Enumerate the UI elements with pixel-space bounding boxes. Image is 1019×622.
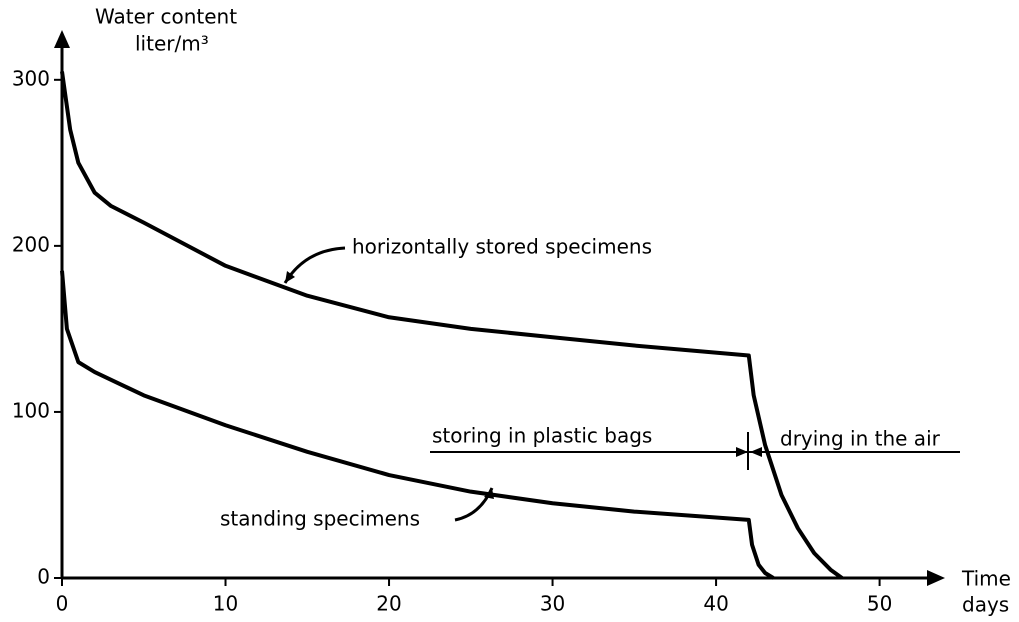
series-annotation: horizontally stored specimens — [352, 235, 652, 259]
y-tick-label: 200 — [12, 232, 50, 256]
x-axis-label: Time — [961, 567, 1011, 591]
x-tick-label: 10 — [213, 592, 238, 616]
arrowhead — [736, 447, 762, 457]
y-tick-label: 100 — [12, 398, 50, 422]
x-tick-label: 50 — [867, 592, 892, 616]
x-tick-label: 40 — [703, 592, 728, 616]
x-tick-label: 0 — [56, 592, 69, 616]
y-tick-label: 0 — [37, 565, 50, 589]
data-line — [60, 71, 844, 580]
y-axis-label: Water content — [95, 5, 237, 29]
y-axis-label: liter/m³ — [135, 32, 209, 56]
x-tick-label: 30 — [540, 592, 565, 616]
annotation: storing in plastic bags — [432, 424, 652, 448]
arrowhead — [285, 271, 295, 283]
x-axis-label: days — [962, 593, 1009, 617]
annotation-arrow — [283, 246, 346, 284]
x-axis-arrow — [927, 570, 945, 586]
x-tick-label: 20 — [376, 592, 401, 616]
annotation: drying in the air — [780, 427, 941, 451]
y-axis-arrow — [54, 30, 70, 48]
data-line — [60, 270, 775, 580]
series-annotation: standing specimens — [220, 507, 420, 531]
y-tick-label: 300 — [12, 66, 50, 90]
